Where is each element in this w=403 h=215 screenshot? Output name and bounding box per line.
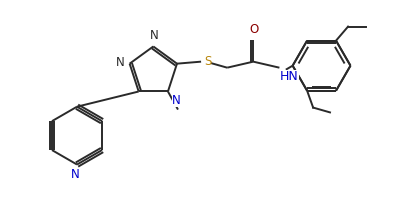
Text: N: N	[116, 56, 125, 69]
Text: N: N	[150, 29, 158, 42]
Text: HN: HN	[280, 70, 299, 83]
Text: N: N	[71, 168, 79, 181]
Text: O: O	[249, 23, 259, 36]
Text: S: S	[204, 55, 211, 68]
Text: N: N	[172, 94, 181, 106]
